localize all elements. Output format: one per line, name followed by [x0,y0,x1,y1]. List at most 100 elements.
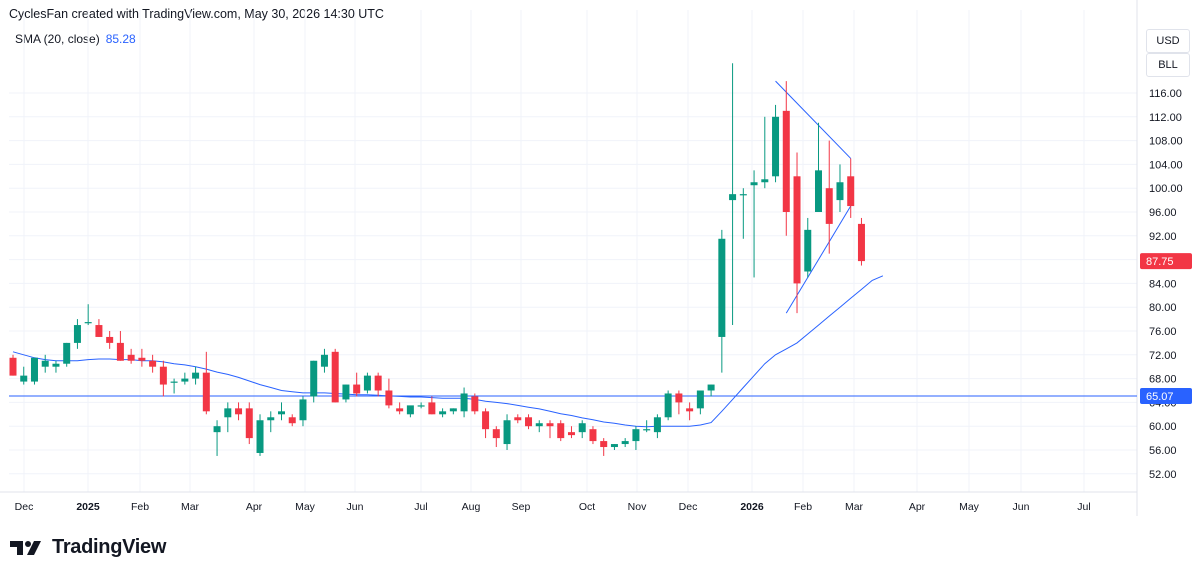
candle-body [449,408,457,412]
candle-body [525,417,533,427]
candle-body [482,411,490,430]
candle [847,158,855,218]
candle-body [664,393,672,418]
candle-body [149,360,157,367]
chart-attribution: CyclesFan created with TradingView.com, … [9,7,384,21]
candle [256,414,264,456]
candle [632,426,640,450]
candle [224,402,232,433]
candle [557,420,565,442]
candle [825,140,833,254]
sma-value: 85.28 [105,32,136,46]
time-tick-label: Feb [794,501,812,513]
time-tick-label: Oct [579,501,595,513]
candle-body [729,194,737,201]
candle-body [804,229,812,272]
candle [707,384,715,397]
symbol-unit-button[interactable]: BLL [1146,53,1190,77]
time-tick-label: 2026 [740,501,764,513]
candle [782,81,790,236]
candle [310,360,318,403]
candle [374,372,382,397]
candle [535,420,543,433]
candle-body [299,399,307,421]
candle [116,331,124,361]
candle-body [514,417,522,421]
candle-body [224,408,232,418]
candle-body [353,384,361,394]
candle-body [696,390,704,409]
price-axis[interactable]: 116.00 112.00 108.00 104.00 100.00 96.00 92.00… [1140,88,1192,481]
candle-body [9,357,17,376]
time-tick-label: Sep [512,501,531,513]
time-tick-label: May [295,501,316,513]
tradingview-logo[interactable]: TradingView [10,536,166,559]
price-tick-label: 84.00 [1149,278,1177,290]
time-tick-label: 2025 [76,501,100,513]
candle-body [428,402,436,415]
candle-body [181,378,189,382]
time-axis[interactable]: Dec 2025 Feb Mar Apr May Jun Jul Aug Sep Oct Nov Dec… [15,501,1091,513]
candle-body [41,360,49,367]
candle-body [589,429,597,442]
candle [9,354,17,376]
candle [245,402,253,445]
candle [525,414,533,430]
candle [589,426,597,445]
candle-body [245,408,253,439]
candle-body [653,417,661,433]
candle [600,438,608,456]
tradingview-brand: TradingView [52,536,167,558]
trendline-upper [775,80,852,159]
candle-body [825,188,833,224]
candle [578,420,586,439]
candle [567,426,575,439]
sma-indicator-legend[interactable]: SMA (20, close) 85.28 [15,32,136,46]
price-tick-label: 104.00 [1149,159,1183,171]
currency-button[interactable]: USD [1146,29,1190,53]
candle [299,396,307,427]
price-tick-label: 68.00 [1149,374,1177,386]
last-price-badge [1140,253,1192,270]
price-tick-label: 60.00 [1149,421,1177,433]
candle-body [815,170,822,212]
time-tick-label: Mar [181,501,200,513]
candle-body [707,384,715,391]
candle-body [782,110,790,212]
candle [41,354,49,373]
candles [9,63,865,456]
candle-body [406,405,414,415]
candle-body [503,420,511,445]
candle-body [471,396,479,412]
candle-body [557,423,565,439]
tradingview-logo-icon [10,540,41,555]
candle [63,342,71,367]
candle [857,217,865,266]
price-tick-label: 56.00 [1149,445,1177,457]
candle-body [460,393,468,412]
candle-body [192,372,200,379]
symbol-unit-label: BLL [1158,59,1178,71]
candle [353,372,361,397]
candle-body [63,342,71,364]
candle-body [84,322,92,324]
candle [643,420,651,433]
candle [267,411,275,433]
candle [342,384,350,403]
candle-body [267,417,275,421]
currency-label: USD [1156,35,1180,47]
candle-body [159,366,167,385]
candle-body [116,342,124,361]
candle [20,366,28,385]
candle [492,426,500,448]
candle [170,378,178,394]
candle [385,378,393,409]
candle-body [170,381,178,383]
price-tick-label: 52.00 [1149,469,1177,481]
candle-body [235,408,243,415]
candle-body [492,429,500,439]
price-tick-label: 92.00 [1149,231,1177,243]
candle [202,351,210,415]
candle [836,164,844,212]
